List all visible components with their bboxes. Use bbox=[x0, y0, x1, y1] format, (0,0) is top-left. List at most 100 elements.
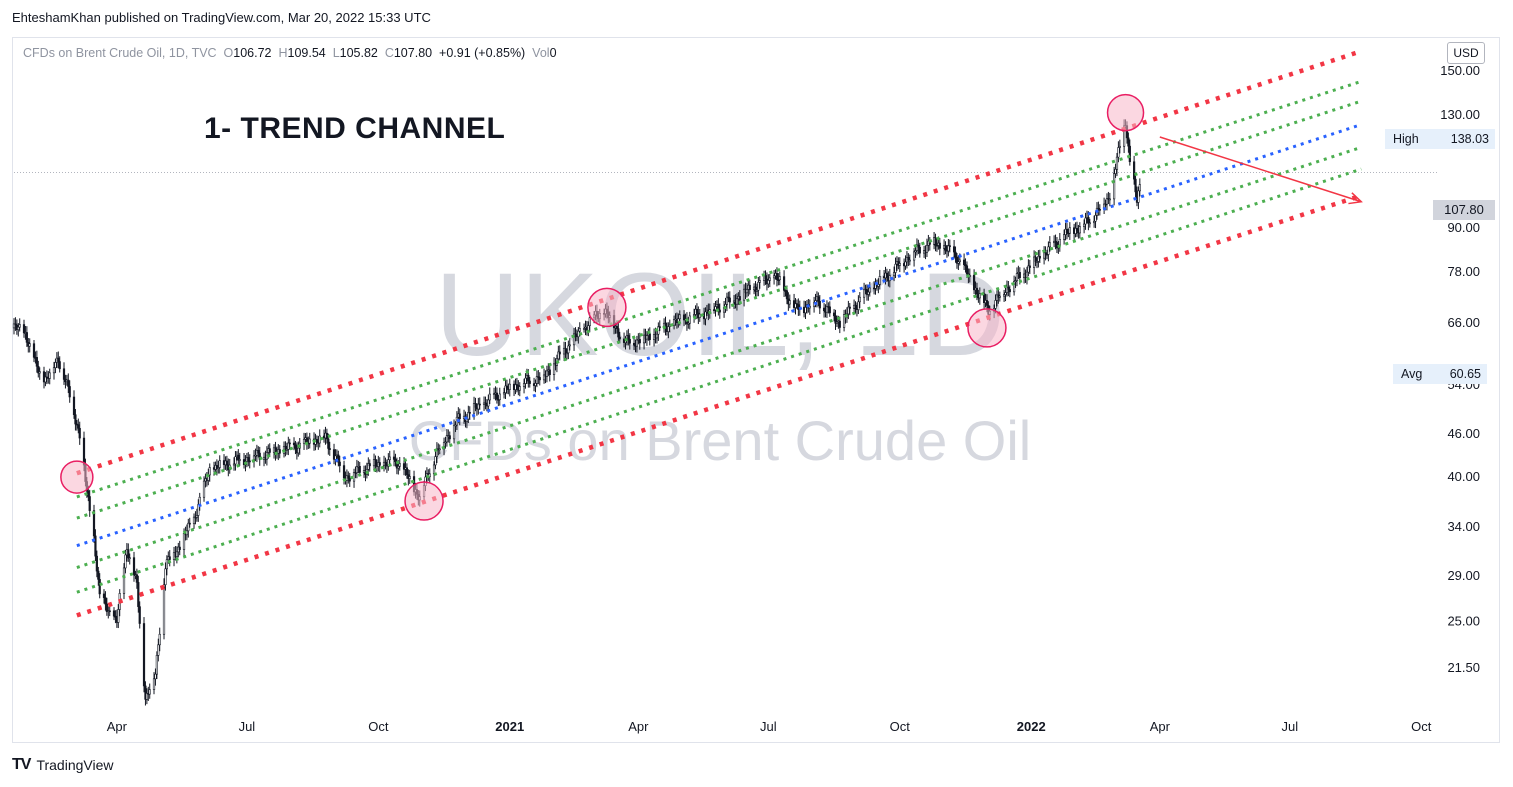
candle-body bbox=[452, 424, 456, 440]
tradingview-logo-icon: TV bbox=[12, 756, 31, 773]
projection-arrow[interactable] bbox=[1159, 136, 1363, 205]
candle-body bbox=[87, 490, 90, 497]
candle-body bbox=[127, 549, 130, 559]
candle-body bbox=[958, 259, 961, 262]
candle-body bbox=[1097, 207, 1100, 210]
candle-body bbox=[355, 466, 358, 473]
candle-body bbox=[458, 413, 461, 420]
legend-low-label: L bbox=[332, 46, 340, 60]
candle-body bbox=[818, 301, 821, 309]
candle-body bbox=[1113, 173, 1116, 200]
channel-line-inner-4 bbox=[76, 145, 1362, 569]
channel-line-mid-3 bbox=[76, 123, 1362, 548]
legend-change: +0.91 (+0.85%) bbox=[439, 46, 526, 60]
candle-body bbox=[767, 280, 770, 285]
legend-high-label: H bbox=[278, 46, 288, 60]
footer-branding[interactable]: TV TradingView bbox=[12, 756, 114, 774]
candle-body bbox=[682, 314, 686, 321]
candle-body bbox=[912, 251, 916, 261]
x-tick-label: 2022 bbox=[1017, 719, 1046, 734]
candle-body bbox=[1047, 246, 1050, 255]
candle-body bbox=[938, 242, 941, 249]
candle-body bbox=[962, 259, 966, 265]
touch-circle-bottom bbox=[967, 308, 1007, 348]
candle-body bbox=[257, 450, 260, 454]
trend-channel[interactable] bbox=[76, 49, 1362, 618]
candle-body bbox=[655, 333, 659, 339]
candle-body bbox=[764, 275, 767, 280]
candle-body bbox=[315, 439, 318, 443]
candle-body bbox=[97, 570, 100, 580]
candle-body bbox=[14, 323, 17, 326]
candle-body bbox=[582, 328, 586, 330]
candle-body bbox=[618, 336, 621, 340]
candle-body bbox=[22, 324, 26, 334]
candle-body bbox=[1063, 234, 1066, 240]
candle-body bbox=[688, 315, 691, 324]
avg-tag-value: 60.65 bbox=[1449, 367, 1481, 381]
candle-body bbox=[534, 383, 537, 386]
candle-body bbox=[714, 306, 717, 311]
x-tick-label: Apr bbox=[628, 719, 649, 734]
candle-body bbox=[325, 432, 328, 440]
candle-body bbox=[168, 556, 171, 560]
candle-body bbox=[854, 304, 857, 309]
candle-body bbox=[1093, 220, 1096, 224]
candle-body bbox=[268, 448, 271, 453]
candle-body bbox=[178, 546, 181, 550]
candle-body bbox=[755, 289, 759, 292]
candle-body bbox=[68, 386, 71, 398]
candle-body bbox=[72, 396, 76, 416]
candle-body bbox=[578, 328, 581, 332]
candle-body bbox=[337, 454, 340, 463]
candle-body bbox=[92, 510, 96, 537]
candle-body bbox=[102, 593, 106, 598]
legend-close-label: C bbox=[384, 46, 394, 60]
candle-body bbox=[972, 274, 976, 291]
candle-body bbox=[524, 377, 527, 384]
candle-body bbox=[467, 412, 470, 420]
candle-body bbox=[504, 385, 507, 393]
x-tick-label: Oct bbox=[1411, 719, 1432, 734]
candle-body bbox=[832, 312, 836, 317]
candle-body bbox=[182, 532, 186, 550]
candle-body bbox=[527, 375, 530, 382]
arrow-head bbox=[1348, 192, 1363, 205]
x-tick-label: Apr bbox=[107, 719, 128, 734]
watermark-description: CFDs on Brent Crude Oil bbox=[409, 409, 1031, 472]
touch-points[interactable] bbox=[60, 93, 1145, 521]
candle-body bbox=[154, 673, 157, 680]
candle-body bbox=[785, 290, 789, 300]
candle-body bbox=[232, 463, 236, 466]
candle-body bbox=[67, 379, 70, 387]
candle-body bbox=[847, 306, 850, 315]
candle-body bbox=[788, 300, 791, 305]
candle-body bbox=[1098, 209, 1101, 211]
candle-body bbox=[548, 369, 551, 375]
candle-body bbox=[835, 321, 839, 324]
candle-body bbox=[825, 306, 829, 313]
candle-body bbox=[758, 280, 761, 283]
candle-body bbox=[1004, 292, 1007, 295]
candle-body bbox=[658, 326, 661, 328]
candle-body bbox=[588, 317, 591, 326]
candle-body bbox=[124, 554, 127, 569]
currency-button[interactable]: USD bbox=[1447, 42, 1485, 64]
candle-body bbox=[735, 298, 739, 305]
candle-body bbox=[98, 579, 101, 595]
annotation-title[interactable]: 1- TREND CHANNEL bbox=[204, 112, 506, 145]
candle-body bbox=[1117, 147, 1120, 158]
candle-body bbox=[387, 459, 390, 467]
candle-body bbox=[862, 288, 866, 298]
time-axis[interactable]: Apr Jul Oct 2021 Apr Jul Oct 2022 Apr Jul Oct bbox=[107, 719, 1432, 734]
chart-frame[interactable] bbox=[12, 37, 1500, 743]
candle-body bbox=[804, 307, 807, 314]
candle-body bbox=[898, 263, 901, 266]
candle-body bbox=[1037, 256, 1040, 262]
price-axis[interactable]: 21.5025.0029.0034.0040.0046.0054.0066.00… bbox=[1440, 63, 1480, 675]
publisher-line: EhteshamKhan published on TradingView.co… bbox=[12, 10, 431, 25]
candle-body bbox=[1137, 190, 1140, 203]
candle-body bbox=[954, 251, 957, 258]
candle-body bbox=[925, 244, 929, 253]
